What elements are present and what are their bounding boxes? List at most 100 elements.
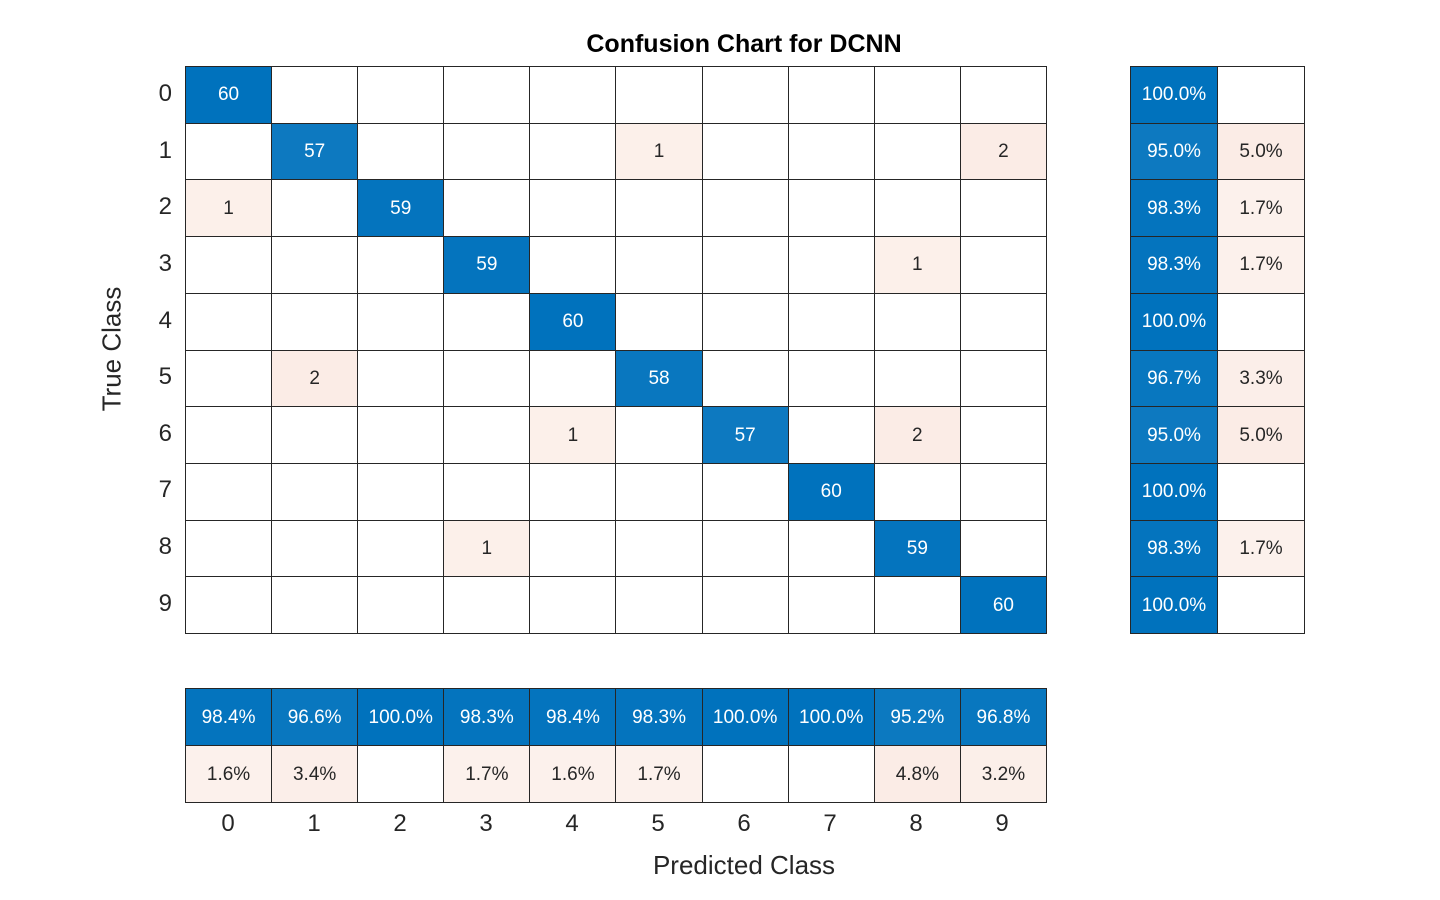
x-tick-label: 5 xyxy=(651,810,665,837)
matrix-cell xyxy=(616,577,702,633)
matrix-cell xyxy=(186,577,272,633)
row-summary-grid: 100.0% 95.0% 5.0% 98.3% 1.7% 98.3% 1.7% 100.0% 9… xyxy=(1130,66,1305,634)
matrix-cell xyxy=(702,67,788,123)
matrix-cell xyxy=(788,577,874,633)
matrix-cell xyxy=(874,180,960,237)
matrix-cell: 1 xyxy=(616,123,702,180)
col-summary-incorrect-cell: 1.6% xyxy=(186,746,272,802)
matrix-cell xyxy=(444,293,530,350)
matrix-cell: 59 xyxy=(358,180,444,237)
matrix-cell xyxy=(272,67,358,123)
matrix-cell xyxy=(358,350,444,407)
matrix-cell xyxy=(788,407,874,463)
matrix-cell xyxy=(272,407,358,463)
matrix-cell xyxy=(702,463,788,520)
matrix-cell xyxy=(702,293,788,350)
matrix-cell: 60 xyxy=(788,463,874,520)
x-axis-tick-labels: 0 1 2 3 4 5 6 7 8 9 xyxy=(185,810,1045,846)
confusion-matrix-grid: 60 57 1 2 1 59 59 1 60 2 58 1 57 2 60 1 59 60 xyxy=(185,66,1047,634)
y-tick-label: 7 xyxy=(158,476,172,504)
matrix-cell xyxy=(788,180,874,237)
chart-title: Confusion Chart for DCNN xyxy=(586,30,902,58)
matrix-cell xyxy=(788,520,874,577)
y-tick-label: 5 xyxy=(158,363,172,391)
y-tick-label: 0 xyxy=(158,80,172,108)
col-summary-correct-cell: 98.3% xyxy=(444,689,530,745)
matrix-cell xyxy=(358,67,444,123)
x-tick-label: 8 xyxy=(909,810,923,837)
matrix-cell xyxy=(272,520,358,577)
matrix-cell xyxy=(874,463,960,520)
matrix-cell: 57 xyxy=(272,123,358,180)
row-summary-incorrect-cell xyxy=(1218,67,1304,123)
matrix-cell xyxy=(702,350,788,407)
matrix-cell xyxy=(702,520,788,577)
row-summary-incorrect-cell: 5.0% xyxy=(1218,123,1304,180)
matrix-cell xyxy=(358,577,444,633)
row-summary-incorrect-cell: 5.0% xyxy=(1218,407,1304,463)
matrix-cell xyxy=(616,463,702,520)
col-summary-correct-cell: 96.6% xyxy=(272,689,358,745)
col-summary-correct-cell: 98.4% xyxy=(186,689,272,745)
row-summary-correct-cell: 98.3% xyxy=(1131,180,1217,237)
matrix-cell xyxy=(272,180,358,237)
matrix-cell: 1 xyxy=(444,520,530,577)
col-summary-incorrect-cell: 1.7% xyxy=(444,746,530,802)
row-summary-incorrect-cell: 1.7% xyxy=(1218,180,1304,237)
col-summary-incorrect-cell: 1.7% xyxy=(616,746,702,802)
matrix-cell xyxy=(530,123,616,180)
y-tick-label: 3 xyxy=(158,250,172,278)
x-tick-label: 3 xyxy=(479,810,493,837)
matrix-cell xyxy=(444,180,530,237)
matrix-cell xyxy=(358,463,444,520)
matrix-cell xyxy=(874,293,960,350)
y-tick-label: 9 xyxy=(158,589,172,617)
x-tick-label: 9 xyxy=(995,810,1009,837)
x-tick-label: 0 xyxy=(221,810,235,837)
matrix-cell xyxy=(186,123,272,180)
matrix-cell xyxy=(530,67,616,123)
matrix-cell xyxy=(186,350,272,407)
y-tick-label: 1 xyxy=(158,136,172,164)
matrix-cell xyxy=(444,463,530,520)
matrix-cell xyxy=(702,180,788,237)
matrix-cell xyxy=(272,237,358,293)
matrix-cell xyxy=(960,180,1046,237)
col-summary-correct-cell: 100.0% xyxy=(702,689,788,745)
matrix-cell xyxy=(788,293,874,350)
matrix-cell xyxy=(358,123,444,180)
matrix-cell xyxy=(616,180,702,237)
col-summary-correct-cell: 98.3% xyxy=(616,689,702,745)
matrix-cell xyxy=(444,577,530,633)
row-summary-incorrect-cell xyxy=(1218,293,1304,350)
matrix-cell: 60 xyxy=(960,577,1046,633)
matrix-cell xyxy=(702,123,788,180)
x-axis-label: Predicted Class xyxy=(652,850,836,880)
row-summary-correct-cell: 100.0% xyxy=(1131,463,1217,520)
matrix-cell xyxy=(960,463,1046,520)
matrix-cell xyxy=(186,520,272,577)
matrix-cell xyxy=(616,520,702,577)
matrix-cell xyxy=(530,237,616,293)
matrix-cell: 58 xyxy=(616,350,702,407)
col-summary-incorrect-cell xyxy=(358,746,444,802)
row-summary-correct-cell: 100.0% xyxy=(1131,577,1217,633)
col-summary-incorrect-cell xyxy=(702,746,788,802)
x-tick-label: 6 xyxy=(737,810,751,837)
matrix-cell xyxy=(444,350,530,407)
matrix-cell xyxy=(788,67,874,123)
row-summary-incorrect-cell: 3.3% xyxy=(1218,350,1304,407)
matrix-cell xyxy=(616,293,702,350)
col-summary-incorrect-cell: 1.6% xyxy=(530,746,616,802)
matrix-cell: 59 xyxy=(874,520,960,577)
matrix-cell xyxy=(530,520,616,577)
matrix-cell xyxy=(272,577,358,633)
matrix-cell xyxy=(788,350,874,407)
matrix-cell xyxy=(874,577,960,633)
matrix-cell xyxy=(186,463,272,520)
matrix-cell xyxy=(358,237,444,293)
matrix-cell xyxy=(530,180,616,237)
matrix-cell: 2 xyxy=(960,123,1046,180)
row-summary-incorrect-cell: 1.7% xyxy=(1218,520,1304,577)
